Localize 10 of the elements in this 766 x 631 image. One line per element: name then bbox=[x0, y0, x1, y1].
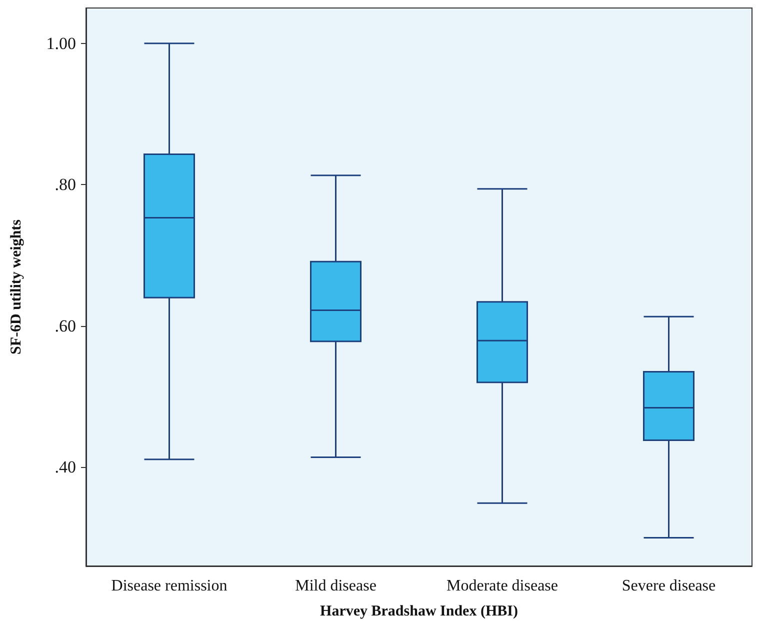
y-tick-label: 1.00 bbox=[46, 34, 76, 53]
x-tick-label: Disease remission bbox=[111, 578, 228, 594]
x-axis-title: Harvey Bradshaw Index (HBI) bbox=[320, 604, 518, 620]
y-tick-label: .60 bbox=[54, 316, 76, 336]
x-tick-label: Moderate disease bbox=[446, 578, 558, 594]
y-tick-label: .40 bbox=[54, 458, 76, 477]
x-tick-label: Severe disease bbox=[622, 578, 716, 594]
y-axis-title: SF-6D utility weights bbox=[8, 219, 24, 354]
y-tick-label: .80 bbox=[54, 175, 76, 194]
x-tick-label: Mild disease bbox=[295, 578, 376, 594]
